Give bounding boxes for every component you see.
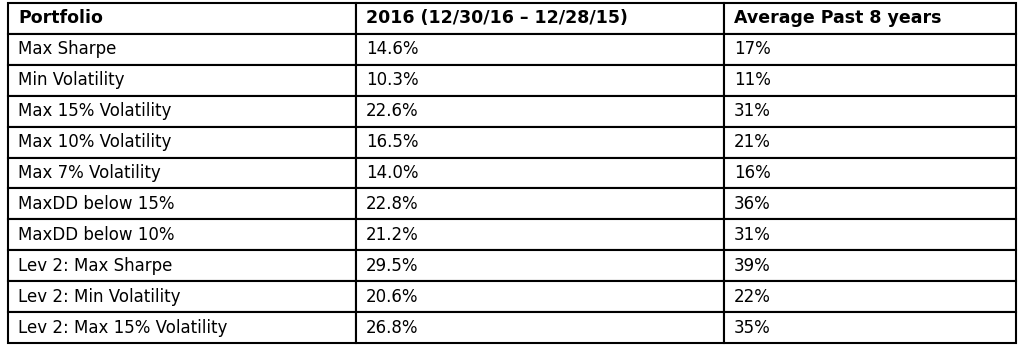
Text: 35%: 35% xyxy=(734,319,771,337)
Bar xyxy=(724,189,1016,219)
Text: 21%: 21% xyxy=(734,133,771,151)
Bar xyxy=(8,157,355,189)
Text: MaxDD below 15%: MaxDD below 15% xyxy=(18,195,175,213)
Text: 11%: 11% xyxy=(734,71,771,89)
Text: Min Volatility: Min Volatility xyxy=(18,71,125,89)
Bar xyxy=(724,3,1016,34)
Bar xyxy=(355,219,724,251)
Bar xyxy=(724,157,1016,189)
Text: Lev 2: Min Volatility: Lev 2: Min Volatility xyxy=(18,288,181,306)
Bar xyxy=(724,219,1016,251)
Text: 14.6%: 14.6% xyxy=(366,40,419,58)
Bar xyxy=(8,281,355,312)
Bar xyxy=(8,65,355,95)
Bar xyxy=(355,157,724,189)
Bar xyxy=(355,3,724,34)
Text: Average Past 8 years: Average Past 8 years xyxy=(734,9,941,27)
Bar xyxy=(724,65,1016,95)
Text: 22.6%: 22.6% xyxy=(366,102,419,120)
Text: 31%: 31% xyxy=(734,226,771,244)
Text: Lev 2: Max 15% Volatility: Lev 2: Max 15% Volatility xyxy=(18,319,227,337)
Bar xyxy=(724,127,1016,157)
Text: Max 7% Volatility: Max 7% Volatility xyxy=(18,164,161,182)
Bar xyxy=(724,281,1016,312)
Bar xyxy=(355,189,724,219)
Text: 17%: 17% xyxy=(734,40,771,58)
Bar xyxy=(8,34,355,65)
Text: Lev 2: Max Sharpe: Lev 2: Max Sharpe xyxy=(18,257,173,275)
Bar xyxy=(8,127,355,157)
Bar xyxy=(355,251,724,281)
Text: 22%: 22% xyxy=(734,288,771,306)
Text: 16.5%: 16.5% xyxy=(366,133,419,151)
Bar xyxy=(8,95,355,127)
Text: 29.5%: 29.5% xyxy=(366,257,419,275)
Text: 16%: 16% xyxy=(734,164,771,182)
Bar xyxy=(355,127,724,157)
Text: 22.8%: 22.8% xyxy=(366,195,419,213)
Text: 10.3%: 10.3% xyxy=(366,71,419,89)
Bar xyxy=(724,312,1016,343)
Text: 31%: 31% xyxy=(734,102,771,120)
Bar xyxy=(8,251,355,281)
Text: Max 10% Volatility: Max 10% Volatility xyxy=(18,133,172,151)
Bar xyxy=(724,34,1016,65)
Bar xyxy=(8,3,355,34)
Text: Max Sharpe: Max Sharpe xyxy=(18,40,117,58)
Bar xyxy=(355,34,724,65)
Text: 14.0%: 14.0% xyxy=(366,164,419,182)
Text: 2016 (12/30/16 – 12/28/15): 2016 (12/30/16 – 12/28/15) xyxy=(366,9,628,27)
Text: 39%: 39% xyxy=(734,257,771,275)
Bar xyxy=(355,312,724,343)
Bar xyxy=(724,95,1016,127)
Bar xyxy=(355,65,724,95)
Text: 26.8%: 26.8% xyxy=(366,319,419,337)
Text: 20.6%: 20.6% xyxy=(366,288,419,306)
Text: Portfolio: Portfolio xyxy=(18,9,103,27)
Text: Max 15% Volatility: Max 15% Volatility xyxy=(18,102,172,120)
Text: 36%: 36% xyxy=(734,195,771,213)
Text: 21.2%: 21.2% xyxy=(366,226,419,244)
Bar xyxy=(355,95,724,127)
Bar xyxy=(8,219,355,251)
Bar xyxy=(724,251,1016,281)
Bar xyxy=(8,312,355,343)
Bar xyxy=(355,281,724,312)
Bar xyxy=(8,189,355,219)
Text: MaxDD below 10%: MaxDD below 10% xyxy=(18,226,175,244)
